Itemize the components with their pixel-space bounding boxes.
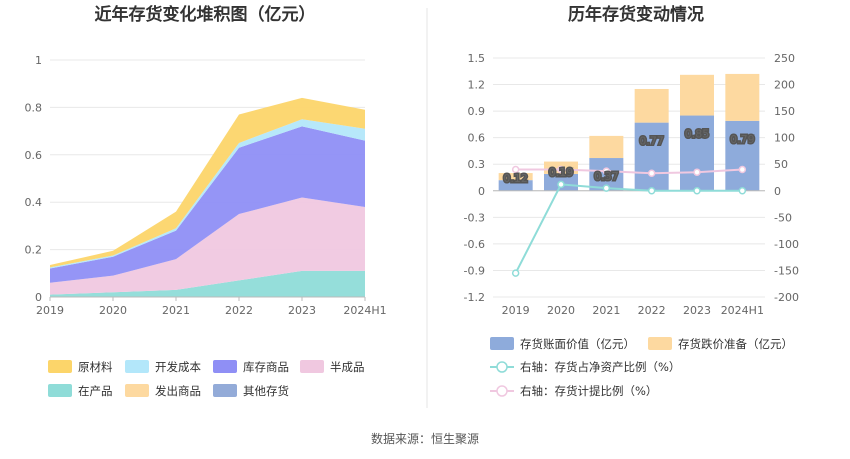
y-right-tick-label: 150	[774, 105, 795, 118]
legend-label: 右轴：存货计提比例（%）	[520, 384, 657, 398]
x-tick-label: 2022	[638, 304, 666, 317]
line-point-0	[647, 187, 656, 195]
line-point-0	[738, 187, 747, 195]
bar-1	[589, 135, 624, 159]
x-tick-label: 2023	[683, 304, 711, 317]
bar-1	[498, 173, 533, 181]
y-tick-label: 0.2	[25, 244, 43, 257]
bar-value-label: 0.85	[685, 128, 710, 141]
line-point-0	[693, 187, 701, 195]
y-left-tick-label: -0.9	[464, 264, 485, 277]
bar-1	[634, 88, 669, 123]
area-2	[50, 126, 365, 283]
y-tick-label: 0.6	[25, 149, 43, 162]
y-right-tick-label: -150	[774, 264, 799, 277]
y-left-tick-label: -0.6	[464, 238, 485, 251]
legend-swatch	[213, 360, 237, 373]
x-tick-label: 2024H1	[343, 304, 386, 317]
legend-label: 右轴：存货占净资产比例（%）	[520, 360, 680, 374]
line-point-1	[738, 165, 747, 174]
legend-label: 在产品	[78, 384, 113, 398]
y-left-tick-label: -0.3	[464, 211, 485, 224]
x-tick-label: 2023	[288, 304, 316, 317]
legend-label: 发出商品	[155, 384, 201, 398]
stacked-area-chart: 近年存货变化堆积图（亿元） 0 0.2 0.4 0.6 0.8 1 2019 2020 2021 2…	[25, 4, 387, 398]
y-left-tick-label: -1.2	[464, 291, 485, 304]
y-left-tick-label: 0.6	[468, 132, 486, 145]
legend-label: 开发成本	[155, 360, 201, 374]
x-tick-label: 2022	[225, 304, 253, 317]
y-left-tick-label: 0	[478, 185, 485, 198]
legend-swatch	[213, 384, 237, 397]
y-right-tick-label: -100	[774, 238, 799, 251]
bar-value-label: 0.19	[549, 166, 574, 179]
line-point-1	[602, 167, 611, 175]
bar-value-label: 0.77	[639, 135, 664, 148]
area-4	[50, 97, 365, 268]
legend-label: 存货跌价准备（亿元）	[678, 337, 793, 351]
y-left-tick-label: 1.5	[468, 52, 486, 65]
bar-0	[725, 120, 760, 191]
line-series-1	[515, 168, 743, 175]
y-right-tick-label: 50	[774, 158, 788, 171]
y-right-tick-label: 200	[774, 79, 795, 92]
y-left-tick-label: 0.3	[468, 158, 486, 171]
x-tick-label: 2021	[592, 304, 620, 317]
bar-1	[680, 74, 714, 116]
y-left-tick-label: 0.9	[468, 105, 486, 118]
inventory-change-chart: 历年存货变动情况 -1.2 -0.9 -0.6 -0.3 0 0.3 0.6 0.9 1.2 1.5…	[464, 4, 799, 398]
legend-label: 库存商品	[243, 360, 289, 374]
y-tick-label: 0.4	[25, 196, 43, 209]
y-tick-label: 0.8	[25, 101, 43, 114]
line-point-1	[511, 165, 520, 174]
line-point-1	[557, 165, 565, 174]
bar-0	[634, 122, 669, 191]
y-right-tick-label: 0	[774, 185, 781, 198]
y-left-tick-label: 1.2	[468, 79, 486, 92]
x-tick-label: 2020	[547, 304, 575, 317]
y-tick-label: 1	[35, 54, 42, 67]
line-point-1	[647, 169, 656, 178]
legend-swatch	[490, 337, 514, 350]
legend-swatch	[125, 384, 149, 397]
y-tick-label: 0	[35, 291, 42, 304]
bar-1	[725, 73, 760, 121]
area-1	[50, 197, 365, 295]
y-right-tick-label: 250	[774, 52, 795, 65]
line-point-0	[602, 184, 611, 192]
bar-value-label: 0.79	[730, 133, 755, 146]
source-note: 数据来源：恒生聚源	[370, 432, 479, 446]
right-chart-title: 历年存货变动情况	[568, 4, 704, 25]
line-point-0	[557, 180, 565, 189]
legend-marker	[496, 385, 508, 397]
legend-swatch	[300, 360, 324, 373]
legend-swatch	[125, 360, 149, 373]
y-right-tick-label: -50	[774, 211, 792, 224]
bar-0	[498, 180, 533, 191]
bar-value-label: 0.37	[594, 170, 619, 183]
line-point-0	[511, 269, 520, 277]
bar-0	[680, 115, 714, 191]
line-point-1	[693, 168, 701, 176]
legend-swatch	[48, 384, 72, 397]
legend-swatch	[48, 360, 72, 373]
x-tick-label: 2024H1	[721, 304, 764, 317]
y-right-tick-label: -200	[774, 291, 799, 304]
legend-swatch	[648, 337, 672, 350]
bar-value-label: 0.12	[503, 172, 528, 185]
legend-label: 半成品	[330, 360, 365, 374]
line-series-0	[514, 183, 743, 274]
x-tick-label: 2020	[99, 304, 127, 317]
legend-label: 原材料	[78, 360, 113, 374]
y-right-tick-label: 100	[774, 132, 795, 145]
area-0	[50, 270, 365, 297]
x-tick-label: 2021	[162, 304, 190, 317]
x-tick-label: 2019	[36, 304, 64, 317]
legend-marker	[496, 361, 508, 373]
legend-label: 其他存货	[243, 384, 289, 398]
legend-label: 存货账面价值（亿元）	[520, 337, 635, 351]
x-tick-label: 2019	[502, 304, 530, 317]
left-chart-title: 近年存货变化堆积图（亿元）	[95, 4, 316, 25]
